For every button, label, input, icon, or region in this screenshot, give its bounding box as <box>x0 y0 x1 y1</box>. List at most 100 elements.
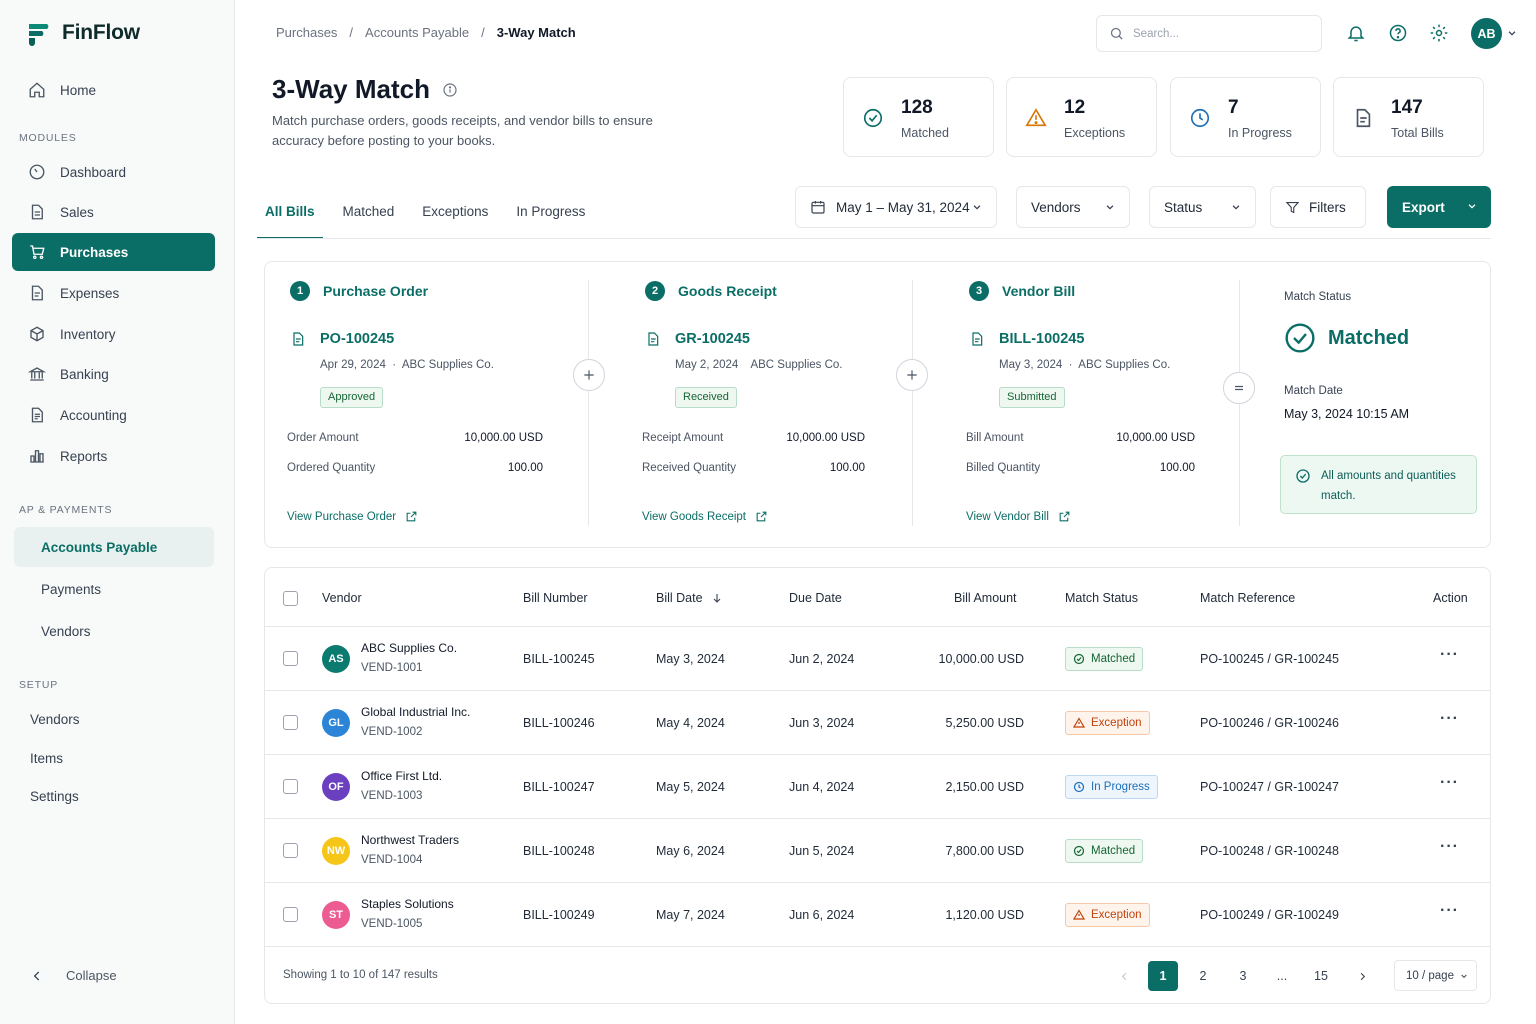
breadcrumb-purchases[interactable]: Purchases <box>276 25 338 40</box>
bell-icon[interactable] <box>1346 23 1366 43</box>
bill-number-cell[interactable]: BILL-100247 <box>523 780 595 794</box>
nav-items[interactable]: Items <box>30 751 64 766</box>
gr-vendor: ABC Supplies Co. <box>750 359 843 371</box>
page-description: Match purchase orders, goods receipts, a… <box>272 113 653 148</box>
prev-page-button[interactable] <box>1109 961 1139 991</box>
filters-button[interactable]: Filters <box>1270 186 1366 228</box>
info-icon[interactable] <box>442 82 458 98</box>
row-actions-button[interactable]: ··· <box>1440 710 1459 727</box>
gr-number[interactable]: GR-100245 <box>645 330 750 348</box>
nav-expenses[interactable]: Expenses <box>12 274 215 312</box>
stat-card-in-progress[interactable]: 7 In Progress <box>1170 77 1321 157</box>
gr-amount-value: 10,000.00 USD <box>786 432 865 444</box>
row-actions-button[interactable]: ··· <box>1440 774 1459 791</box>
column-header-bill-date[interactable]: Bill Date <box>656 591 723 605</box>
view-vendor-bill-link[interactable]: View Vendor Bill <box>966 510 1071 523</box>
vendor-code: VEND-1002 <box>361 726 423 738</box>
gr-meta: May 2, 2024 ABC Supplies Co. <box>675 359 843 371</box>
column-header-vendor[interactable]: Vendor <box>322 591 362 605</box>
vendor-name[interactable]: Office First Ltd. <box>361 769 443 783</box>
column-header-bill-amount[interactable]: Bill Amount <box>954 591 1017 605</box>
export-button[interactable]: Export <box>1387 186 1491 228</box>
po-number[interactable]: PO-100245 <box>290 330 394 348</box>
view-goods-receipt-link[interactable]: View Goods Receipt <box>642 510 768 523</box>
bill-number-cell[interactable]: BILL-100249 <box>523 908 595 922</box>
vendor-name[interactable]: Global Industrial Inc. <box>361 705 471 719</box>
page-button[interactable]: 1 <box>1148 961 1178 991</box>
tab-matched[interactable]: Matched <box>342 204 395 219</box>
stat-card-matched[interactable]: 128 Matched <box>843 77 994 157</box>
nav-settings[interactable]: Settings <box>30 789 79 804</box>
date-range-picker[interactable]: May 1 – May 31, 2024 <box>795 186 997 228</box>
vendor-name[interactable]: Northwest Traders <box>361 833 460 847</box>
page-button[interactable]: 2 <box>1199 969 1207 983</box>
view-gr-label: View Goods Receipt <box>642 510 746 523</box>
column-header-bill-number[interactable]: Bill Number <box>523 591 588 605</box>
bill-date-cell: May 3, 2024 <box>656 652 725 666</box>
app-logo[interactable]: FinFlow <box>26 20 140 46</box>
tab-all-bills[interactable]: All Bills <box>257 186 323 239</box>
bar-chart-icon <box>30 450 44 463</box>
column-header-due-date[interactable]: Due Date <box>789 591 842 605</box>
nav-purchases[interactable]: Purchases <box>12 233 215 271</box>
due-date-cell: Jun 3, 2024 <box>789 716 855 730</box>
nav-accounting[interactable]: Accounting <box>12 396 215 434</box>
bill-number-cell[interactable]: BILL-100245 <box>523 652 595 666</box>
vendors-dropdown[interactable]: Vendors <box>1016 186 1130 228</box>
gr-id: GR-100245 <box>675 331 750 347</box>
nav-sales[interactable]: Sales <box>12 193 215 231</box>
column-header-match-reference[interactable]: Match Reference <box>1200 591 1296 605</box>
nav-accounts-payable[interactable]: Accounts Payable <box>14 527 214 567</box>
nav-reports[interactable]: Reports <box>12 437 215 475</box>
vendor-name[interactable]: ABC Supplies Co. <box>361 641 458 655</box>
due-date-cell: Jun 6, 2024 <box>789 908 855 922</box>
match-reference-cell: PO-100245 / GR-100245 <box>1200 652 1339 666</box>
bill-number[interactable]: BILL-100245 <box>969 330 1084 348</box>
select-all-checkbox[interactable] <box>283 591 298 606</box>
row-actions-button[interactable]: ··· <box>1440 902 1459 919</box>
row-checkbox[interactable] <box>283 843 298 858</box>
stat-label: Exceptions <box>1064 126 1126 140</box>
bill-number-cell[interactable]: BILL-100246 <box>523 716 595 730</box>
row-checkbox[interactable] <box>283 715 298 730</box>
stat-card-total-bills[interactable]: 147 Total Bills <box>1333 77 1484 157</box>
nav-home[interactable]: Home <box>12 71 215 109</box>
sidebar: FinFlow Home MODULES Dashboard Sales Pur… <box>0 0 235 1024</box>
nav-dashboard[interactable]: Dashboard <box>12 153 215 191</box>
nav-ap-vendors[interactable]: Vendors <box>41 623 91 639</box>
row-actions-button[interactable]: ··· <box>1440 646 1459 663</box>
finflow-logo-icon <box>26 20 52 46</box>
external-link-icon <box>406 511 417 522</box>
tab-in-progress[interactable]: In Progress <box>516 204 586 219</box>
row-checkbox[interactable] <box>283 779 298 794</box>
nav-inventory[interactable]: Inventory <box>12 315 215 353</box>
row-checkbox[interactable] <box>283 907 298 922</box>
nav-banking[interactable]: Banking <box>12 355 215 393</box>
vendor-name[interactable]: Staples Solutions <box>361 897 454 911</box>
page-button[interactable]: 3 <box>1239 969 1247 983</box>
collapse-sidebar-button[interactable]: Collapse <box>30 968 117 983</box>
search-input[interactable]: Search... <box>1096 15 1322 52</box>
user-avatar[interactable]: AB <box>1471 18 1502 49</box>
row-checkbox[interactable] <box>283 651 298 666</box>
nav-accounting-label: Accounting <box>60 407 127 423</box>
vendor-avatar: ST <box>322 901 350 929</box>
next-page-button[interactable] <box>1347 961 1377 991</box>
page-size-select[interactable]: 10 / page <box>1394 960 1477 991</box>
nav-setup-vendors[interactable]: Vendors <box>30 712 80 727</box>
search-icon <box>1110 27 1123 40</box>
page-button[interactable]: 15 <box>1314 969 1328 983</box>
help-icon[interactable] <box>1388 23 1408 43</box>
nav-payments[interactable]: Payments <box>41 581 102 597</box>
tab-exceptions[interactable]: Exceptions <box>422 204 489 219</box>
bill-qty-label: Billed Quantity <box>966 462 1041 474</box>
chevron-down-icon[interactable] <box>1507 28 1517 38</box>
stat-card-exceptions[interactable]: 12 Exceptions <box>1006 77 1157 157</box>
bill-number-cell[interactable]: BILL-100248 <box>523 844 595 858</box>
view-purchase-order-link[interactable]: View Purchase Order <box>287 510 418 523</box>
breadcrumb-accounts-payable[interactable]: Accounts Payable <box>365 25 470 40</box>
column-header-match-status[interactable]: Match Status <box>1065 591 1138 605</box>
status-dropdown[interactable]: Status <box>1149 186 1256 228</box>
row-actions-button[interactable]: ··· <box>1440 838 1459 855</box>
gear-icon[interactable] <box>1429 23 1449 43</box>
